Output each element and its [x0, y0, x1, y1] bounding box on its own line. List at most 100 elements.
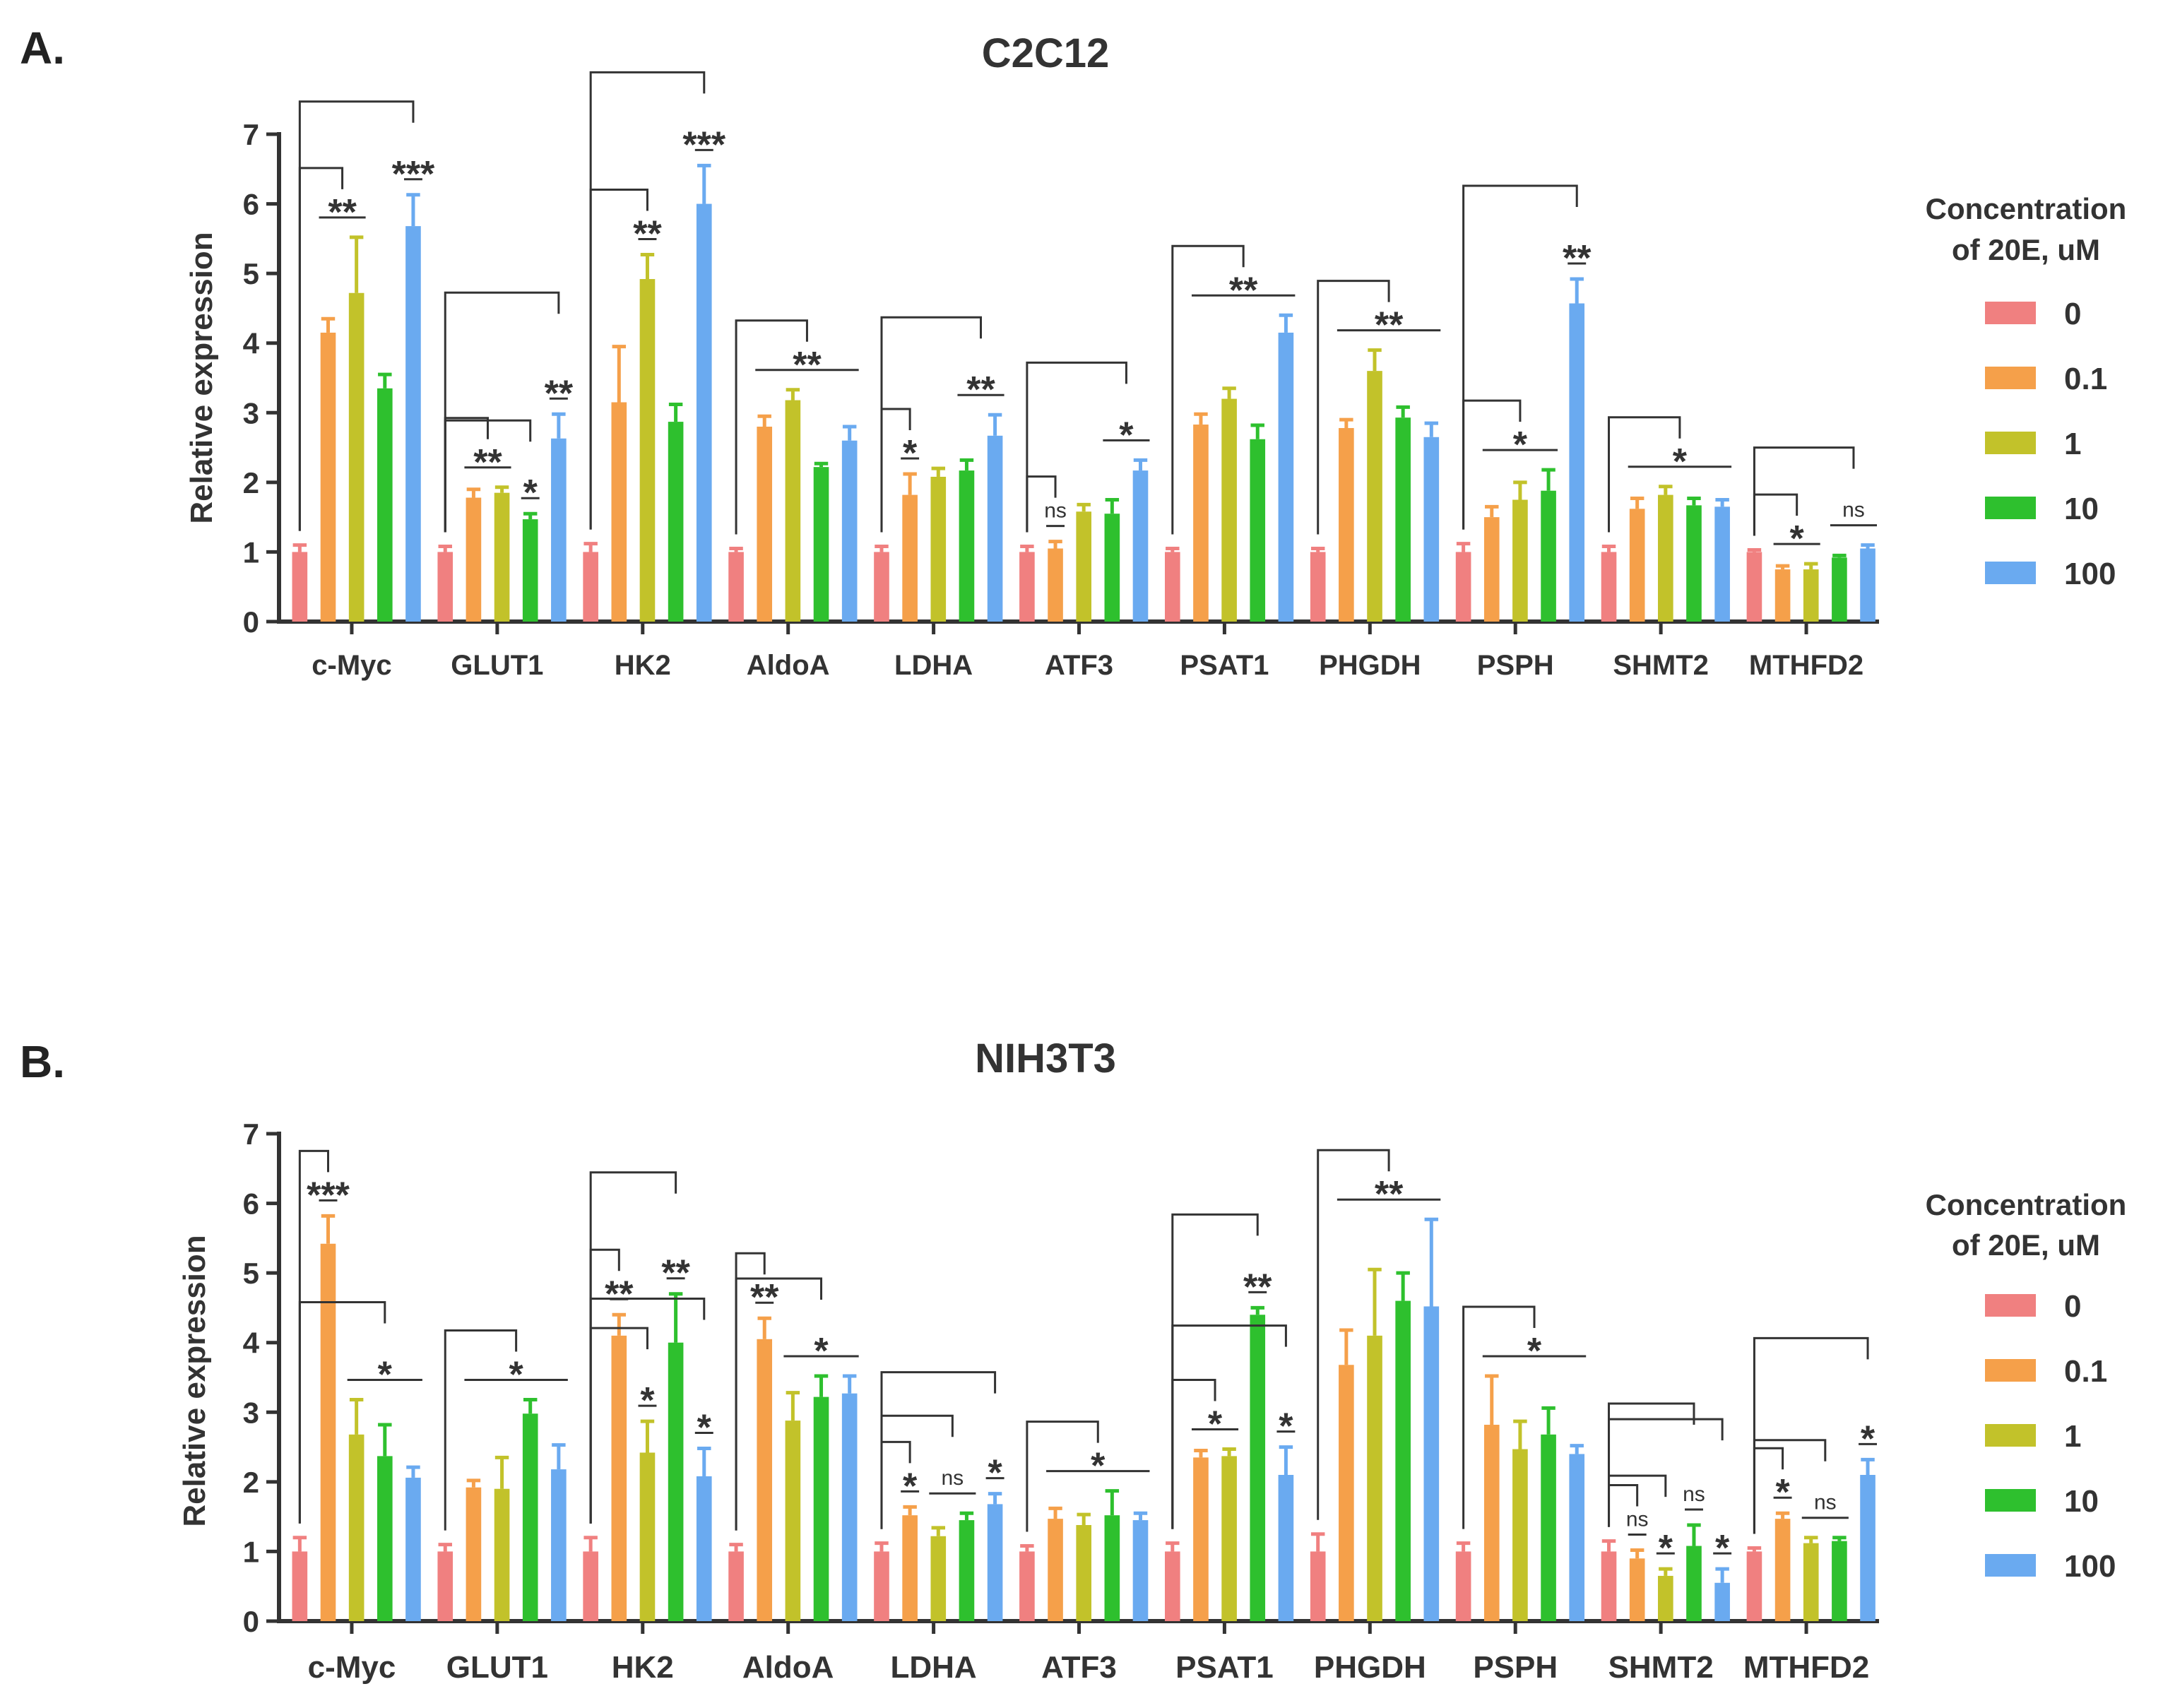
significance-bracket	[1608, 1402, 1695, 1527]
legend-swatch	[1985, 1294, 2036, 1317]
bar	[728, 552, 744, 622]
bar	[1132, 1520, 1149, 1621]
bar	[1686, 505, 1702, 622]
bar	[1483, 1425, 1500, 1621]
bar	[1629, 1558, 1645, 1621]
x-tick-label: AldoA	[742, 1650, 834, 1685]
significance-bracket	[880, 316, 983, 533]
bar	[1132, 470, 1149, 622]
y-tick-label: 0	[243, 605, 259, 639]
bar	[1541, 1434, 1556, 1621]
y-tick-label: 4	[243, 1327, 260, 1360]
bar	[930, 1536, 947, 1621]
x-tick-label: PSPH	[1473, 1650, 1558, 1685]
bar	[785, 1421, 801, 1621]
significance-label: *	[1673, 441, 1688, 482]
significance-label: **	[1375, 305, 1404, 346]
y-tick-label: 3	[243, 1396, 259, 1429]
bar	[639, 1452, 656, 1621]
panel-a-label: A.	[20, 23, 65, 73]
bar	[1310, 1551, 1326, 1621]
legend-swatch	[1985, 1554, 2036, 1577]
bar	[1860, 1475, 1875, 1621]
bar	[1455, 552, 1471, 622]
bar	[1832, 557, 1847, 622]
bar	[466, 497, 482, 622]
legend-label: 0.1	[2064, 1354, 2107, 1389]
x-tick-label: ATF3	[1041, 1650, 1117, 1685]
significance-label: *	[509, 1355, 524, 1396]
legend-swatch	[1985, 432, 2036, 454]
bar	[1746, 1551, 1762, 1621]
bar	[348, 292, 365, 622]
y-tick-label: 6	[243, 1187, 259, 1221]
significance-bracket	[1608, 1418, 1724, 1527]
x-tick-label: LDHA	[890, 1650, 976, 1685]
panel-b-plot-area: 01234567c-Myc****GLUT1*HK2******AldoA***…	[243, 1117, 1879, 1685]
significance-label: ns	[1683, 1483, 1705, 1506]
x-tick-label: LDHA	[894, 650, 973, 681]
bar	[1339, 1365, 1354, 1621]
significance-label: *	[378, 1355, 393, 1396]
significance-label: **	[605, 1274, 634, 1315]
significance-label: **	[328, 192, 357, 233]
bar	[522, 1413, 538, 1621]
significance-label: *	[1659, 1528, 1673, 1569]
y-tick-label: 5	[243, 257, 259, 290]
bar	[841, 440, 858, 622]
bar	[1221, 1456, 1237, 1621]
significance-label: *	[1119, 415, 1134, 456]
y-tick-label: 4	[243, 327, 260, 360]
significance-label: ns	[1626, 1507, 1649, 1531]
bar	[494, 492, 510, 622]
bar	[437, 1551, 454, 1621]
bar	[1483, 517, 1500, 622]
bar	[1193, 425, 1209, 622]
bar	[1164, 552, 1180, 622]
panel-a-legend: Concentration of 20E, uM 0 0.1 1 10 100	[1926, 192, 2127, 591]
bar	[639, 279, 656, 622]
y-tick-label: 2	[243, 466, 259, 499]
bar	[1658, 1575, 1673, 1621]
significance-bracket	[1753, 1336, 1869, 1534]
legend-label: 10	[2064, 1484, 2099, 1519]
bar	[1310, 552, 1326, 622]
x-tick-label: ATF3	[1045, 650, 1113, 681]
x-tick-label: PSPH	[1477, 650, 1554, 681]
bar	[696, 203, 712, 622]
bar	[1832, 1541, 1847, 1621]
significance-label: *	[1861, 1418, 1875, 1459]
bar	[405, 1477, 421, 1621]
bar	[292, 1551, 308, 1621]
legend-label: 1	[2064, 427, 2081, 461]
bar	[1774, 1519, 1791, 1621]
bar	[466, 1487, 482, 1621]
significance-label: *	[523, 473, 538, 514]
bar	[1774, 569, 1791, 622]
y-tick-label: 5	[243, 1257, 259, 1290]
legend-swatch	[1985, 1489, 2036, 1512]
significance-label: ***	[682, 124, 725, 165]
bar	[1455, 1551, 1471, 1621]
x-tick-label: MTHFD2	[1749, 650, 1863, 681]
panel-a-title: C2C12	[982, 30, 1110, 76]
legend-swatch	[1985, 562, 2036, 584]
significance-label: **	[545, 373, 574, 414]
x-tick-label: HK2	[612, 1650, 674, 1685]
bar	[583, 1551, 598, 1621]
bar	[902, 1515, 918, 1621]
significance-bracket	[1171, 1324, 1287, 1529]
significance-label: **	[633, 214, 662, 255]
significance-label: *	[1279, 1406, 1293, 1447]
y-tick-label: 2	[243, 1466, 259, 1499]
bar	[1803, 569, 1819, 622]
bar	[1367, 371, 1382, 622]
bar	[813, 467, 829, 622]
bar	[320, 332, 336, 622]
bar	[1193, 1457, 1209, 1621]
x-tick-label: HK2	[615, 650, 671, 681]
legend-label: 0.1	[2064, 362, 2107, 396]
bar	[1048, 1519, 1063, 1621]
significance-bracket	[1317, 1149, 1390, 1520]
significance-label: *	[903, 433, 918, 474]
